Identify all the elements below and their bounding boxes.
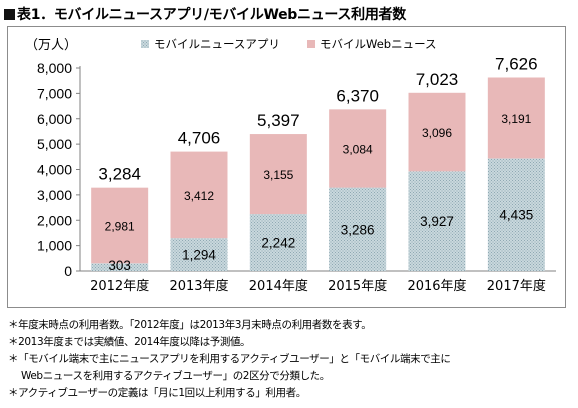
footnote: ＊アクティブユーザーの定義は「月に1回以上利用する」利用者。 xyxy=(8,387,306,399)
chart-frame: （万人） 0 1,000 2,000 3,000 4,000 5,000 6,000 7,000… xyxy=(7,26,566,308)
footnote: ＊2013年度までは実績値、2014年度以降は予測値。 xyxy=(8,336,251,348)
data-label-web: 3,155 xyxy=(263,168,293,182)
y-tick-label: 3,000 xyxy=(37,187,72,203)
legend-swatch-app xyxy=(141,40,149,48)
bar-segment-web xyxy=(329,109,387,188)
total-label: 7,023 xyxy=(416,70,459,89)
bar-segment-app xyxy=(91,263,149,271)
bar-segment-web xyxy=(487,77,545,159)
stacked-bar-chart: （万人） 0 1,000 2,000 3,000 4,000 5,000 6,000 7,000… xyxy=(25,37,556,294)
total-label: 6,370 xyxy=(336,86,379,105)
y-tick-label: 0 xyxy=(64,263,72,279)
y-tick-label: 6,000 xyxy=(37,111,72,127)
bar-segment-web xyxy=(408,92,466,172)
legend-label-web: モバイルWebニュース xyxy=(320,37,437,51)
y-axis-unit-label: （万人） xyxy=(25,38,77,53)
bar-segment-app xyxy=(408,171,466,271)
y-tick-label: 8,000 xyxy=(37,60,72,76)
total-label: 5,397 xyxy=(257,111,300,130)
data-label-app: 4,435 xyxy=(499,208,533,223)
bar-segment-app xyxy=(249,214,307,271)
data-label-web: 3,096 xyxy=(422,126,452,140)
footnotes: ＊年度末時点の利用者数。「2012年度」は2013年3月末時点の利用者数を表す。… xyxy=(8,317,574,402)
y-tick-label: 4,000 xyxy=(37,162,72,178)
y-tick-label: 2,000 xyxy=(37,212,72,228)
x-tick-label: 2015年度 xyxy=(328,278,387,294)
data-label-app: 303 xyxy=(108,258,131,273)
x-tick-label: 2017年度 xyxy=(487,278,546,294)
total-label: 4,706 xyxy=(178,129,221,148)
x-tick-label: 2012年度 xyxy=(90,278,149,294)
x-tick-label: 2014年度 xyxy=(249,278,308,294)
data-label-web: 3,191 xyxy=(501,112,531,126)
legend-swatch-web xyxy=(307,40,315,48)
x-tick-label: 2016年度 xyxy=(407,278,466,294)
title-square-icon xyxy=(4,9,15,20)
data-label-web: 3,412 xyxy=(184,189,214,203)
data-label-web: 2,981 xyxy=(105,219,135,233)
bar-segment-app xyxy=(170,238,228,271)
total-label: 7,626 xyxy=(495,54,538,73)
figure-title-text: 表1．モバイルニュースアプリ/モバイルWebニュース利用者数 xyxy=(17,7,406,23)
y-tick-label: 1,000 xyxy=(37,238,72,254)
bar-segment-web xyxy=(170,151,228,239)
total-label: 3,284 xyxy=(98,165,141,184)
figure-title: 表1．モバイルニュースアプリ/モバイルWebニュース利用者数 xyxy=(4,4,406,24)
bar-segment-web xyxy=(249,134,307,215)
data-label-web: 3,084 xyxy=(343,142,373,156)
y-tick-label: 7,000 xyxy=(37,85,72,101)
bar-segment-web xyxy=(91,187,149,264)
legend-label-app: モバイルニュースアプリ xyxy=(154,37,280,51)
footnote: ＊「モバイル端末で主にニュースアプリを利用するアクティブユーザー」と「モバイル端… xyxy=(8,353,451,365)
data-label-app: 2,242 xyxy=(261,236,295,251)
data-label-app: 1,294 xyxy=(182,248,216,263)
footnote: Webニュースを利用するアクティブユーザー」の2区分で分類した。 xyxy=(21,370,330,382)
data-label-app: 3,286 xyxy=(341,222,375,237)
x-tick-label: 2013年度 xyxy=(169,278,228,294)
bar-segment-app xyxy=(487,158,545,271)
y-tick-label: 5,000 xyxy=(37,136,72,152)
data-label-app: 3,927 xyxy=(420,214,454,229)
footnote: ＊年度末時点の利用者数。「2012年度」は2013年3月末時点の利用者数を表す。 xyxy=(8,319,372,331)
bar-segment-app xyxy=(329,187,387,271)
